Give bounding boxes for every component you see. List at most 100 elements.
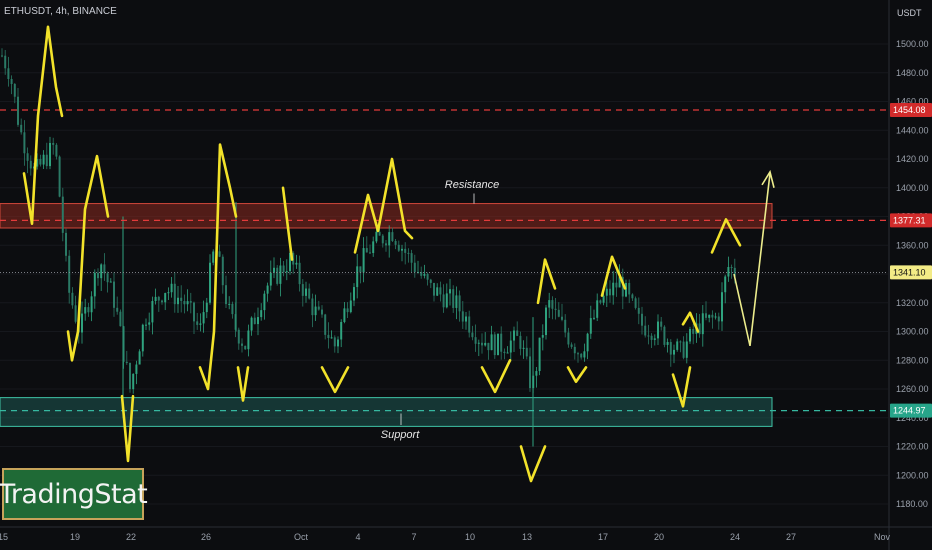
- candle-body: [317, 306, 320, 310]
- zigzag-stroke: [22, 25, 64, 225]
- candle-body: [701, 313, 704, 335]
- x-tick-label: 17: [598, 532, 608, 542]
- candle-body: [561, 316, 563, 320]
- candle-body: [113, 281, 115, 308]
- candle-body: [692, 329, 695, 334]
- candle-body: [484, 342, 487, 346]
- candle-body: [13, 84, 16, 97]
- candle-body: [39, 159, 42, 165]
- candle-body: [666, 342, 669, 345]
- brand-logo: TradingStat: [0, 468, 148, 520]
- candle-body: [682, 341, 685, 358]
- candle-body: [244, 345, 247, 350]
- candle-body: [202, 312, 205, 324]
- candle-body: [548, 300, 551, 308]
- candle-body: [593, 317, 595, 319]
- candle-body: [180, 297, 183, 301]
- candle-body: [538, 337, 541, 372]
- candle-body: [55, 144, 58, 157]
- candle-body: [673, 349, 675, 355]
- candle-body: [634, 298, 637, 308]
- price-unit: USDT: [897, 8, 922, 18]
- x-tick-label: 13: [522, 532, 532, 542]
- y-tick-label: 1260.00: [896, 384, 929, 394]
- candle-body: [471, 332, 474, 338]
- candle-body: [241, 343, 243, 346]
- candle-body: [426, 273, 429, 280]
- resistance-label: Resistance: [445, 179, 499, 191]
- zigzag-stroke: [671, 366, 692, 408]
- candle-body: [228, 303, 231, 305]
- price-zones: [0, 203, 773, 427]
- candle-body: [167, 292, 170, 294]
- candle-body: [285, 271, 288, 273]
- candle-body: [628, 283, 631, 295]
- zigzag-stroke: [281, 186, 294, 261]
- price-axis: 1500.00 1480.00 1460.00 1440.00 1420.00 1400.…: [888, 0, 932, 550]
- candle-body: [273, 267, 275, 273]
- x-tick-label: 20: [654, 532, 664, 542]
- price-label: 1341.10: [893, 267, 926, 277]
- candle-body: [52, 142, 55, 145]
- candle-body: [369, 252, 371, 254]
- candle-body: [266, 285, 269, 294]
- candle-body: [583, 351, 586, 358]
- zigzag-stroke: [353, 157, 414, 254]
- candle-body: [535, 371, 538, 376]
- x-tick-label: Nov: [874, 532, 891, 542]
- x-tick-label: 26: [201, 532, 211, 542]
- candle-body: [653, 338, 656, 340]
- candle-body: [513, 330, 515, 341]
- candle-body: [97, 272, 99, 279]
- y-tick-label: 1480.00: [896, 68, 929, 78]
- grid: [0, 43, 888, 505]
- candle-body: [721, 292, 723, 322]
- candle-body: [455, 295, 458, 308]
- candle-body: [282, 265, 285, 273]
- candle-body: [621, 276, 624, 297]
- candle-body: [321, 309, 323, 315]
- candle-body: [263, 293, 266, 311]
- zigzag-stroke: [600, 255, 627, 297]
- candle-body: [337, 339, 339, 347]
- zigzag-stroke: [480, 359, 512, 394]
- candle-body: [522, 347, 525, 349]
- candle-body: [474, 337, 477, 344]
- candle-body: [349, 300, 352, 313]
- y-tick-label: 1360.00: [896, 240, 929, 250]
- candle-body: [260, 310, 263, 318]
- candle-body: [596, 300, 599, 318]
- candle-body: [189, 301, 192, 303]
- candle-body: [439, 287, 442, 295]
- candle-body: [433, 282, 435, 296]
- candle-body: [71, 292, 74, 306]
- candle-body: [193, 302, 195, 322]
- zigzag-stroke: [710, 218, 742, 254]
- candle-body: [631, 294, 634, 299]
- resistance-zone: [0, 203, 773, 229]
- candle-body: [186, 301, 189, 305]
- candle-body: [26, 153, 29, 161]
- candle-body: [413, 262, 416, 273]
- candle-body: [580, 353, 583, 358]
- price-label: 1454.08: [893, 105, 926, 115]
- y-tick-label: 1320.00: [896, 298, 929, 308]
- candle-body: [36, 159, 39, 167]
- candle-body: [698, 323, 701, 335]
- candle-body: [87, 307, 90, 313]
- candle-body: [106, 273, 109, 283]
- candles: [1, 48, 736, 447]
- candle-body: [436, 287, 439, 296]
- candle-body: [730, 266, 733, 268]
- candle-body: [397, 244, 400, 251]
- y-tick-label: 1280.00: [896, 355, 929, 365]
- candle-body: [724, 276, 727, 293]
- candle-body: [209, 262, 211, 303]
- candle-body: [525, 347, 528, 357]
- candle-body: [81, 313, 83, 333]
- candle-body: [394, 240, 397, 245]
- candle-body: [586, 333, 589, 352]
- price-label-bg: [890, 103, 932, 118]
- y-tick-label: 1420.00: [896, 154, 929, 164]
